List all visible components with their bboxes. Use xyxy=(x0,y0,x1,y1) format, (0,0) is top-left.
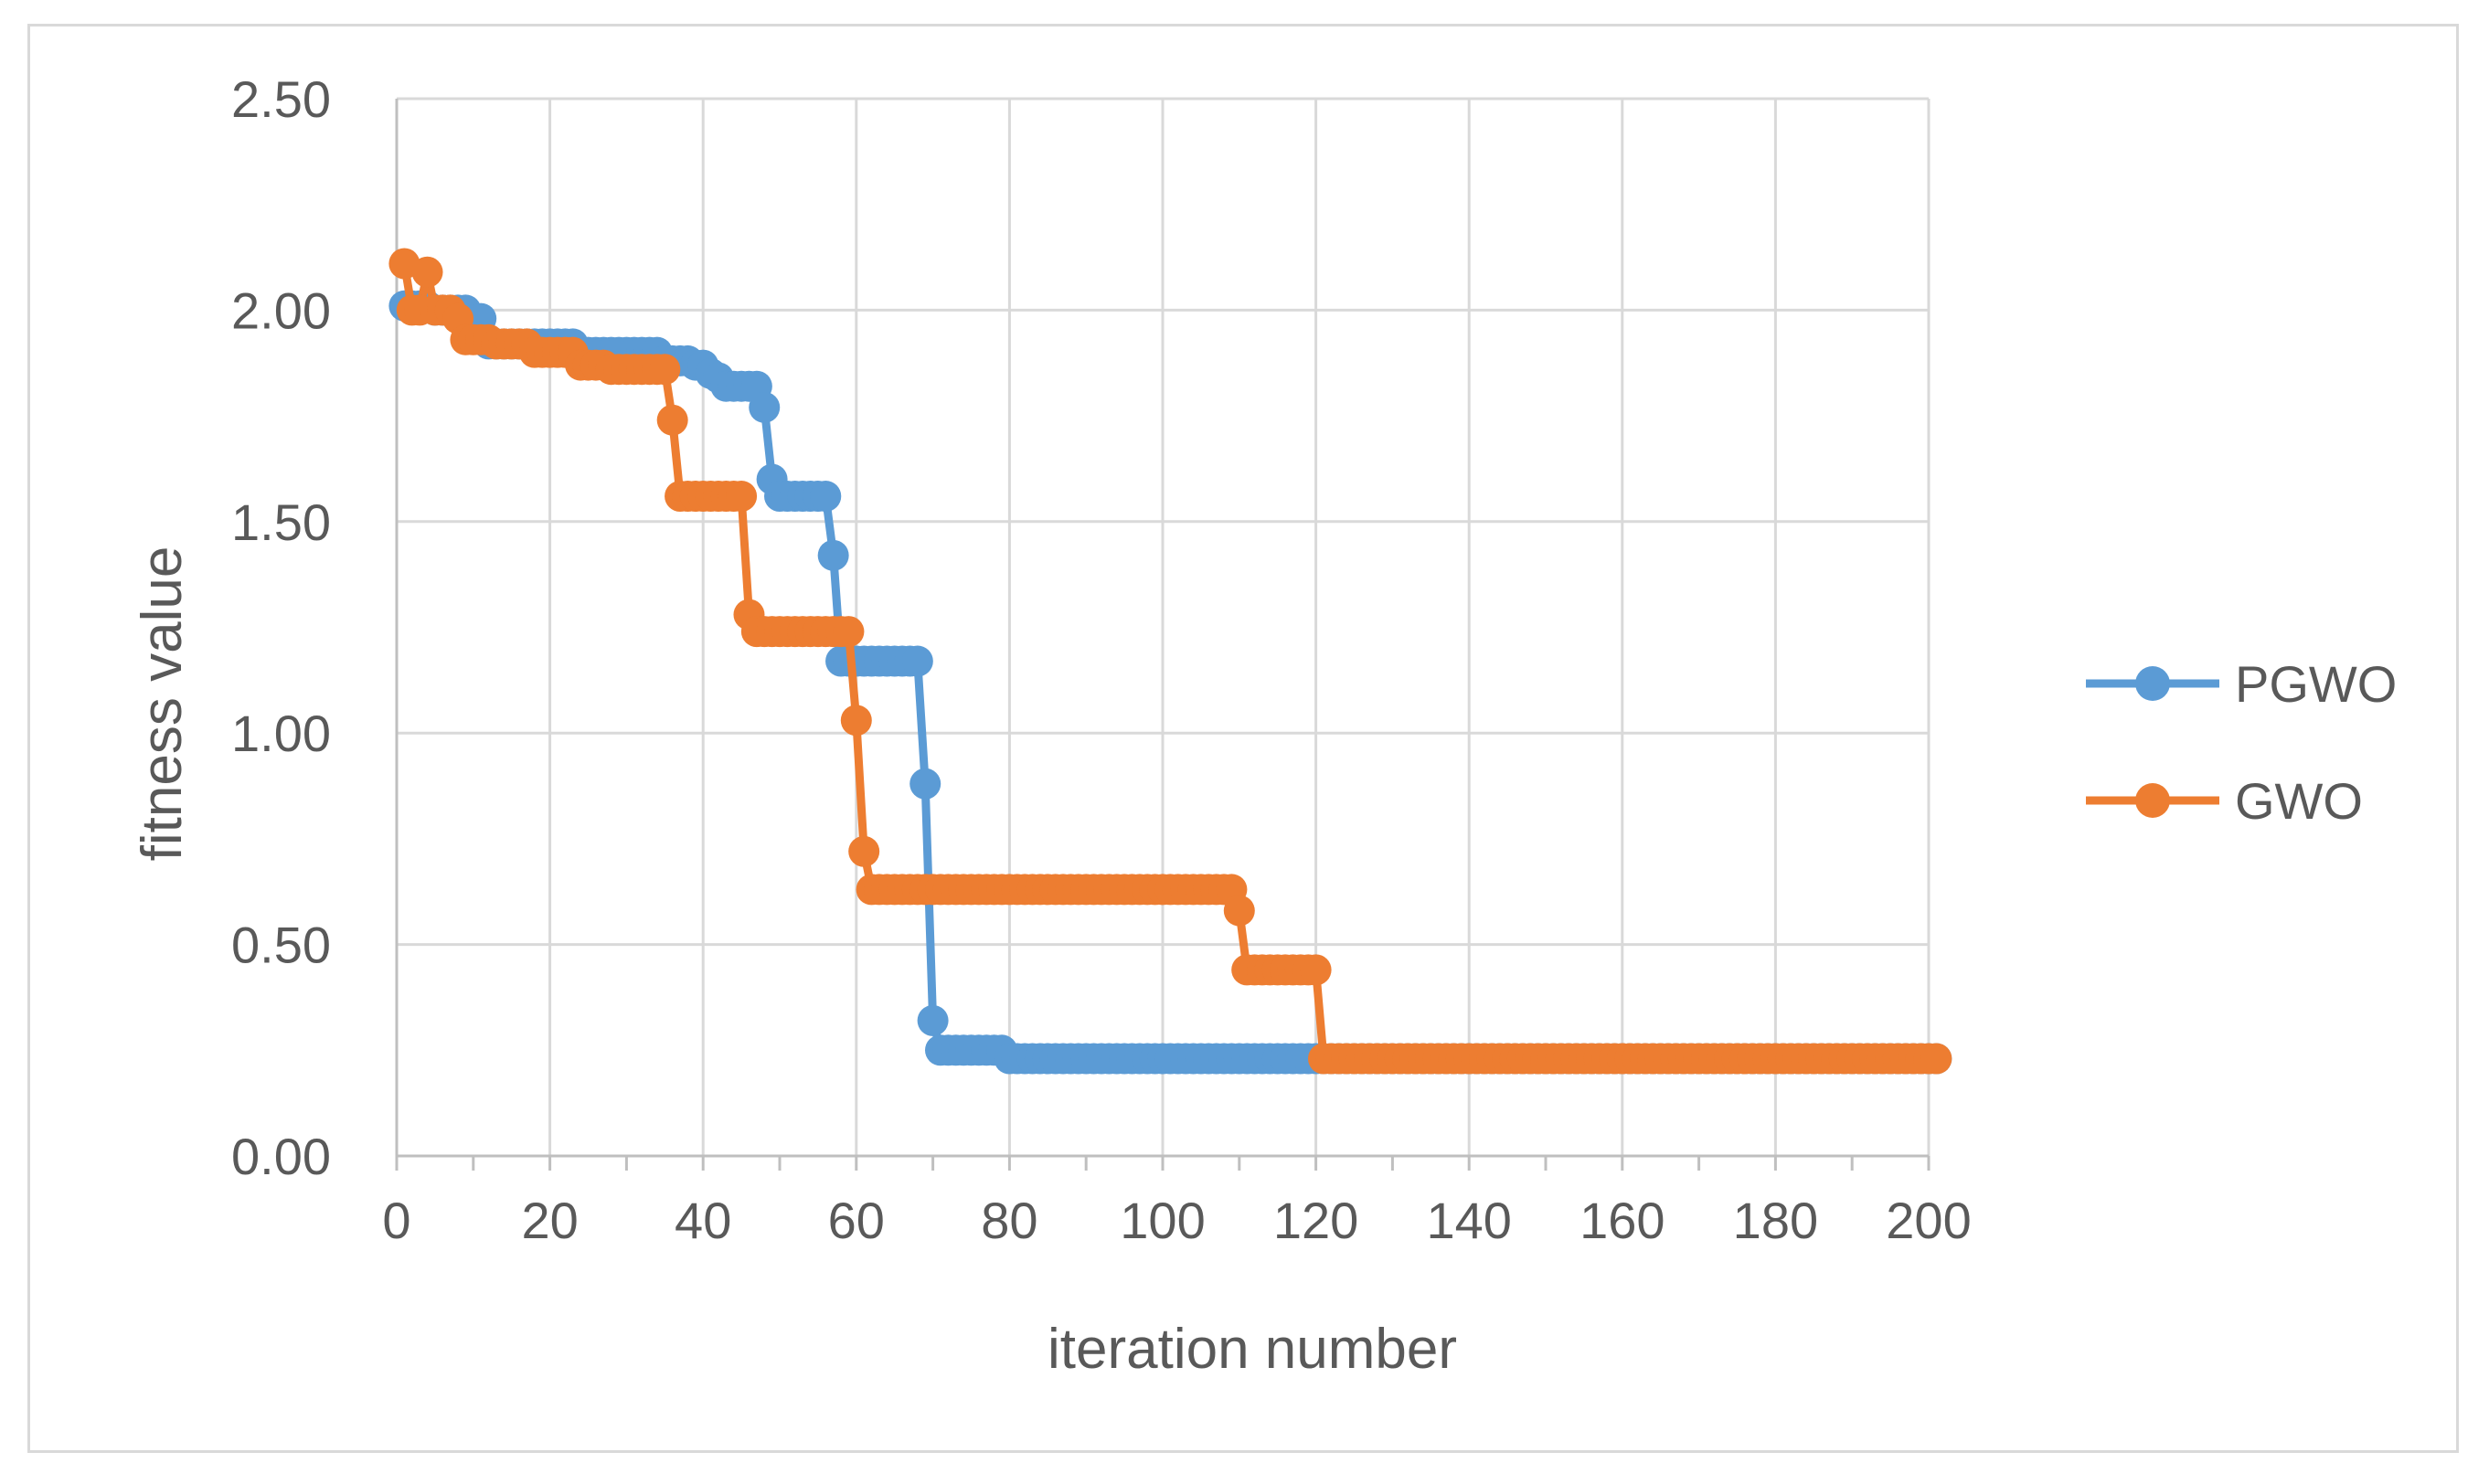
data-point xyxy=(909,768,941,800)
x-tick-label: 120 xyxy=(1273,1192,1358,1249)
y-tick-label: 1.50 xyxy=(231,493,331,551)
x-tick-label: 80 xyxy=(981,1192,1037,1249)
data-point xyxy=(1223,895,1255,927)
y-tick-label: 2.50 xyxy=(231,70,331,128)
data-point xyxy=(817,539,849,571)
x-tick-label: 180 xyxy=(1733,1192,1818,1249)
legend-item: PGWO xyxy=(2086,655,2397,713)
legend-label: GWO xyxy=(2235,772,2363,830)
x-tick-label: 100 xyxy=(1120,1192,1205,1249)
legend-item: GWO xyxy=(2086,772,2363,830)
x-tick-label: 200 xyxy=(1886,1192,1971,1249)
data-point xyxy=(411,256,443,288)
x-tick-label: 60 xyxy=(828,1192,885,1249)
axes xyxy=(395,99,1931,1171)
x-tick-label: 140 xyxy=(1426,1192,1511,1249)
y-tick-label: 2.00 xyxy=(231,281,331,339)
x-tick-label: 20 xyxy=(521,1192,578,1249)
data-point xyxy=(1920,1043,1952,1075)
y-tick-label: 0.00 xyxy=(231,1128,331,1185)
x-axis-title: iteration number xyxy=(1048,1318,1457,1381)
data-point xyxy=(749,391,781,423)
data-point xyxy=(810,481,842,513)
data-point xyxy=(1300,954,1332,986)
x-tick-label: 0 xyxy=(382,1192,410,1249)
legend-label: PGWO xyxy=(2235,655,2397,713)
tick-labels: 0.00 0.50 1.00 1.50 2.00 2.50 0 20 40 60 80 100 120 1… xyxy=(231,70,1972,1249)
y-axis-title: fitness value xyxy=(131,546,194,862)
y-tick-label: 1.00 xyxy=(231,705,331,762)
legend-marker xyxy=(2135,666,2170,701)
series-pgwo xyxy=(388,290,1952,1075)
legend: PGWO GWO xyxy=(2086,655,2397,830)
grid xyxy=(395,97,1931,1158)
data-point xyxy=(649,354,681,386)
data-point xyxy=(917,1004,949,1036)
data-point xyxy=(656,404,688,436)
legend-marker xyxy=(2135,783,2170,818)
data-point xyxy=(726,481,758,513)
y-tick-label: 0.50 xyxy=(231,917,331,974)
x-tick-label: 40 xyxy=(675,1192,731,1249)
series-gwo xyxy=(388,248,1952,1075)
data-point xyxy=(840,705,872,737)
x-tick-label: 160 xyxy=(1580,1192,1665,1249)
series-layer xyxy=(388,248,1952,1075)
data-point xyxy=(848,835,880,867)
data-point xyxy=(833,616,865,648)
data-point xyxy=(901,645,933,677)
